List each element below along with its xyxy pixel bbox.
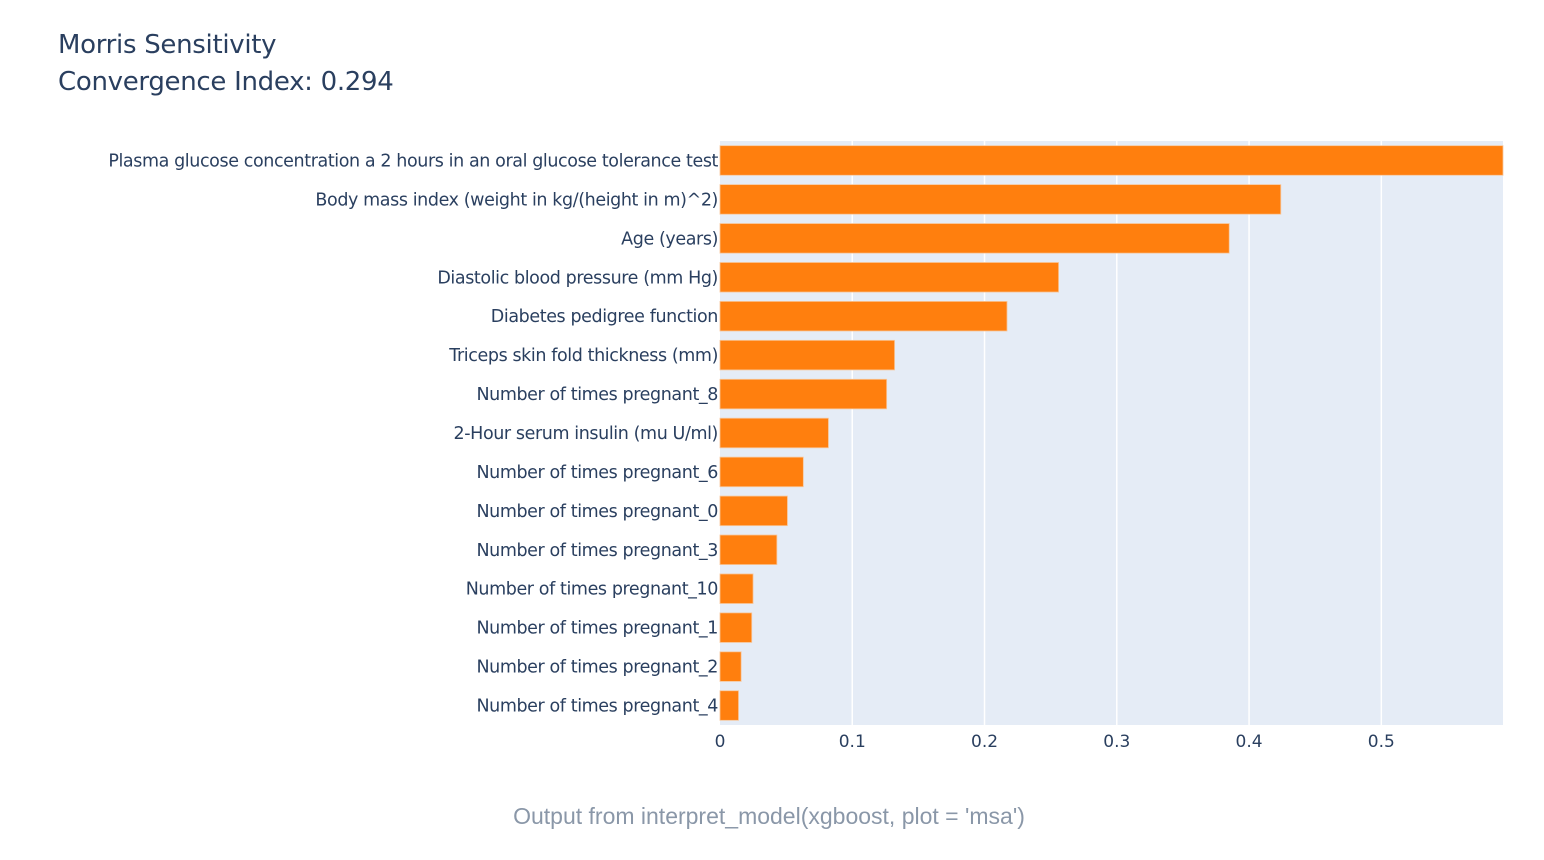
bar[interactable]	[719, 456, 804, 488]
y-tick-label: Plasma glucose concentration a 2 hours i…	[108, 151, 718, 171]
y-tick-label: Diabetes pedigree function	[491, 307, 718, 327]
y-tick-label: Number of times pregnant_1	[476, 619, 718, 639]
bar[interactable]	[719, 378, 888, 410]
bar[interactable]	[719, 612, 753, 643]
bar-chart: Plasma glucose concentration a 2 hours i…	[108, 141, 1504, 752]
y-tick-label: Number of times pregnant_4	[476, 697, 718, 717]
figure-caption: Output from interpret_model(xgboost, plo…	[513, 803, 1025, 829]
bar[interactable]	[719, 262, 1059, 293]
bar[interactable]	[719, 534, 778, 565]
bar[interactable]	[719, 223, 1230, 254]
y-tick-label: Number of times pregnant_10	[466, 580, 718, 600]
bar[interactable]	[719, 184, 1282, 215]
bar[interactable]	[719, 417, 829, 449]
y-tick-label: 2-Hour serum insulin (mu U/ml)	[454, 424, 718, 444]
bar[interactable]	[719, 339, 895, 371]
chart-title: Morris Sensitivity	[58, 30, 277, 60]
bars	[719, 145, 1504, 721]
bar[interactable]	[719, 690, 739, 721]
x-tick-label: 0.3	[1103, 732, 1130, 752]
x-tick-label: 0.1	[839, 732, 866, 752]
y-tick-label: Number of times pregnant_0	[476, 502, 718, 522]
y-tick-label: Number of times pregnant_3	[476, 541, 718, 561]
y-tick-label: Number of times pregnant_2	[476, 658, 718, 678]
x-tick-label: 0	[715, 732, 726, 752]
bar[interactable]	[719, 651, 742, 682]
y-tick-label: Age (years)	[621, 229, 718, 249]
y-tick-label: Diastolic blood pressure (mm Hg)	[437, 268, 718, 288]
y-tick-label: Body mass index (weight in kg/(height in…	[315, 190, 718, 210]
bar[interactable]	[719, 495, 788, 527]
chart-subtitle: Convergence Index: 0.294	[58, 67, 394, 97]
bar[interactable]	[719, 301, 1008, 332]
y-tick-label: Triceps skin fold thickness (mm)	[448, 346, 718, 366]
x-tick-label: 0.2	[971, 732, 998, 752]
bar[interactable]	[719, 145, 1504, 176]
y-tick-label: Number of times pregnant_8	[476, 385, 718, 405]
x-axis-ticks: 0 0.1 0.2 0.3 0.4 0.5	[715, 732, 1395, 752]
x-tick-label: 0.5	[1368, 732, 1395, 752]
bar[interactable]	[719, 573, 754, 604]
y-tick-label: Number of times pregnant_6	[476, 463, 718, 483]
x-tick-label: 0.4	[1236, 732, 1263, 752]
y-axis-labels: Plasma glucose concentration a 2 hours i…	[108, 151, 719, 717]
